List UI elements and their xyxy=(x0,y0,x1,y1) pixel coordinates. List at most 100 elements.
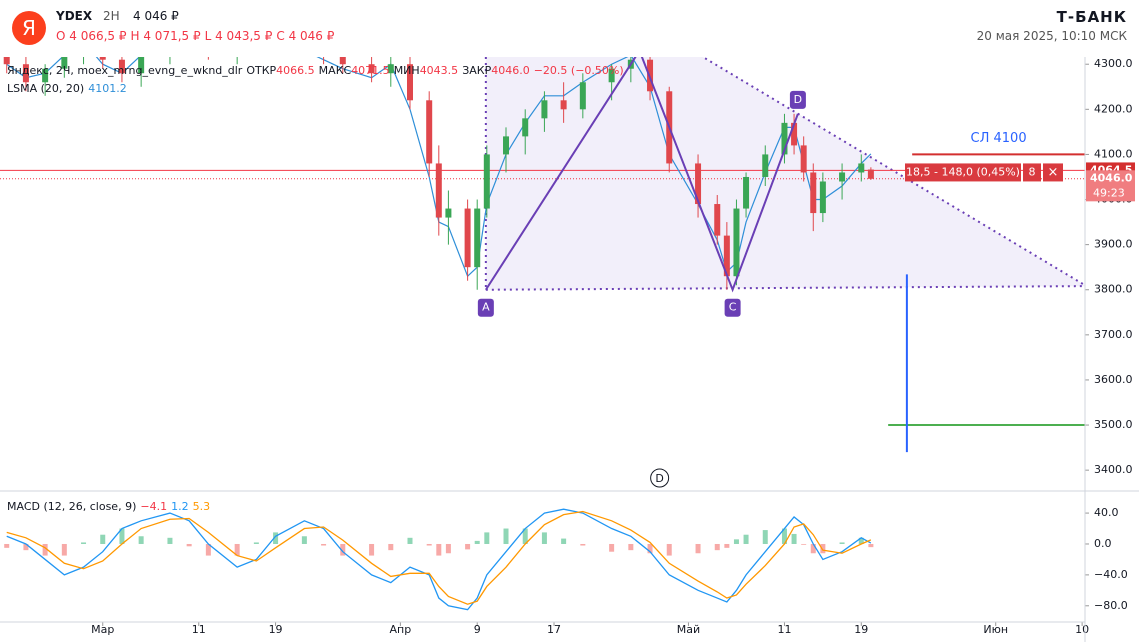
macd-histogram-bar xyxy=(4,543,10,548)
macd-histogram-bar xyxy=(801,543,807,545)
y-tick-label: 3800.0 xyxy=(1094,283,1133,296)
x-tick-label: 9 xyxy=(474,623,481,636)
legend-value: 4066.5 xyxy=(276,64,315,77)
macd-histogram-bar xyxy=(167,537,173,544)
pattern-label: C xyxy=(729,301,737,314)
macd-histogram-bar xyxy=(522,528,528,544)
candle-body xyxy=(579,82,586,110)
candle-body xyxy=(3,57,10,65)
y-tick-label: 4300.0 xyxy=(1094,57,1133,70)
candle-body xyxy=(733,208,740,277)
macd-y-tick-label: −80.0 xyxy=(1094,599,1128,612)
triangle-fill xyxy=(485,57,1085,290)
candle-body xyxy=(503,136,510,155)
macd-value: 5.3 xyxy=(192,500,211,513)
pattern-line xyxy=(485,57,799,293)
legend-value: 4043.5 xyxy=(419,64,459,77)
candle-body xyxy=(800,145,807,173)
macd-histogram-bar xyxy=(666,543,672,556)
macd-histogram-bar xyxy=(609,543,615,552)
macd-line xyxy=(6,510,872,605)
macd-histogram-bar xyxy=(724,543,730,548)
macd-histogram-bar xyxy=(205,543,211,556)
candle-body xyxy=(608,68,615,83)
x-tick-label: Апр xyxy=(390,623,412,636)
indicator-value: 4101.2 xyxy=(88,82,127,95)
ticker: YDEX xyxy=(56,9,93,23)
y-tick-label: 3900.0 xyxy=(1094,238,1133,251)
y-tick-label: 3400.0 xyxy=(1094,463,1133,476)
candle-body xyxy=(810,172,817,214)
order-close-box[interactable] xyxy=(1043,163,1063,182)
x-tick-label: 17 xyxy=(547,623,561,636)
x-tick-label: 11 xyxy=(192,623,206,636)
macd-histogram-bar xyxy=(628,543,634,551)
macd-histogram-bar xyxy=(81,542,87,544)
ohlc-value: С 4 046 ₽ xyxy=(276,29,335,43)
candle-body xyxy=(867,169,874,179)
candle-body xyxy=(743,176,750,209)
macd-histogram-bar xyxy=(369,543,375,556)
candle-body xyxy=(61,57,68,69)
x-tick-label: Мар xyxy=(91,623,114,636)
y-tick-label: 3600.0 xyxy=(1094,373,1133,386)
x-tick-label: Май xyxy=(677,623,700,636)
macd-histogram-bar xyxy=(234,543,240,556)
macd-histogram-bar xyxy=(580,543,586,546)
legend-key: ЗАКР xyxy=(462,64,492,77)
candle-body xyxy=(762,154,769,177)
y-tick-label: 4100.0 xyxy=(1094,147,1133,160)
macd-y-tick-label: 0.0 xyxy=(1094,537,1112,550)
macd-histogram-bar xyxy=(42,543,48,556)
macd-histogram-bar xyxy=(340,543,346,556)
interval: 2H xyxy=(103,9,120,23)
x-tick-label: 19 xyxy=(269,623,283,636)
candle-body xyxy=(858,163,865,173)
macd-line xyxy=(6,508,872,611)
logo: Я xyxy=(12,11,46,45)
ohlc-value: О 4 066,5 ₽ xyxy=(56,29,127,43)
pattern-label-box xyxy=(724,298,741,317)
legend: Яндекс, 2Ч, moex_mrng_evng_e_wknd_dlr ОТК… xyxy=(7,64,628,77)
x-tick-label: Июн xyxy=(983,623,1008,636)
ohlc: О 4 066,5 ₽ Н 4 071,5 ₽ L 4 043,5 ₽ С 4 046… xyxy=(56,29,338,43)
y-tick-label: 4200.0 xyxy=(1094,102,1133,115)
x-tick-label: 11 xyxy=(777,623,791,636)
candle-body xyxy=(321,46,327,55)
macd-histogram-bar xyxy=(186,543,192,547)
macd-histogram-bar xyxy=(858,537,864,544)
candle-body xyxy=(42,68,49,83)
level-label: СЛ 4100 xyxy=(971,131,1027,146)
x-tick-label: 19 xyxy=(854,623,868,636)
macd-histogram-bar xyxy=(100,534,106,544)
candle-body xyxy=(368,64,375,74)
macd-y-tick-label: 40.0 xyxy=(1094,506,1119,519)
macd-histogram-bar xyxy=(743,534,749,544)
y-tick-label: 3500.0 xyxy=(1094,418,1133,431)
timer-label: 49:23 xyxy=(1093,186,1125,199)
legend-value: 4071.5 xyxy=(351,64,390,77)
candle-body xyxy=(138,57,145,74)
legend-key: МИН xyxy=(393,64,420,77)
candle-body xyxy=(560,100,567,110)
order-qty: 8 xyxy=(1029,165,1036,178)
macd-histogram-bar xyxy=(119,528,125,544)
triangle-edge xyxy=(701,57,1085,287)
candle-body xyxy=(522,118,529,137)
legend: MACD (12, 26, close, 9) −4.1 1.2 5.3 xyxy=(7,500,214,513)
candle-body xyxy=(695,163,702,205)
macd-histogram-bar xyxy=(253,542,259,544)
macd-histogram-bar xyxy=(839,542,845,544)
candle-body xyxy=(714,204,721,236)
order-text: 18,5 - 148,0 (0,45%) xyxy=(906,165,1020,178)
candle-body xyxy=(118,59,125,74)
macd-histogram-bar xyxy=(388,543,394,551)
candle-body xyxy=(723,235,730,277)
pattern-label-box xyxy=(477,298,494,317)
macd-histogram-bar xyxy=(714,543,720,551)
macd-histogram-bar xyxy=(436,543,442,556)
macd-histogram-bar xyxy=(503,528,509,544)
ohlc-value: L 4 043,5 ₽ xyxy=(204,29,273,43)
candle-body xyxy=(205,42,211,51)
